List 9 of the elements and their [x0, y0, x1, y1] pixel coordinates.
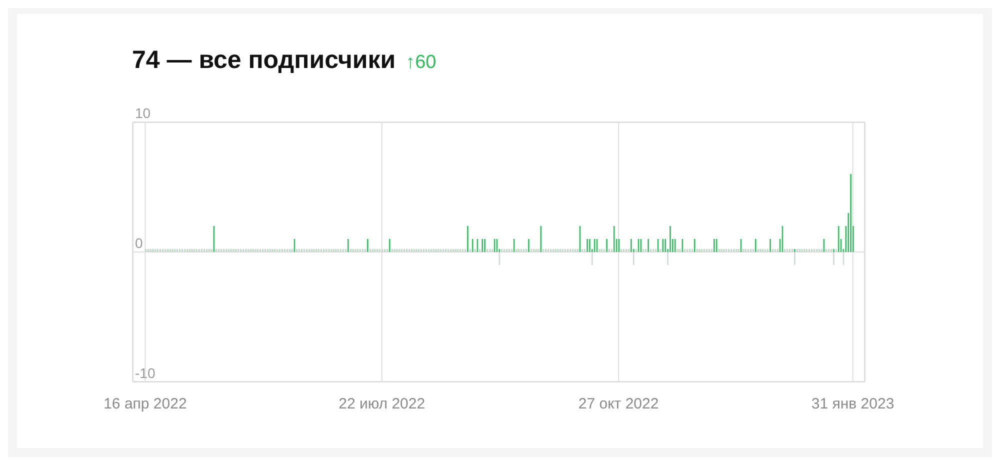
y-tick-label: 0: [135, 235, 143, 251]
x-tick-label: 22 июл 2022: [338, 396, 426, 413]
chart-title: 74 — все подписчики: [132, 46, 396, 75]
y-tick-label: 10: [135, 105, 151, 121]
x-tick-label: 16 апр 2022: [104, 396, 187, 413]
chart-subtitle: ↑60: [406, 52, 436, 74]
y-tick-label: -10: [135, 365, 156, 381]
x-tick-label: 27 окт 2022: [578, 396, 659, 413]
x-tick-label: 31 янв 2023: [811, 396, 894, 413]
